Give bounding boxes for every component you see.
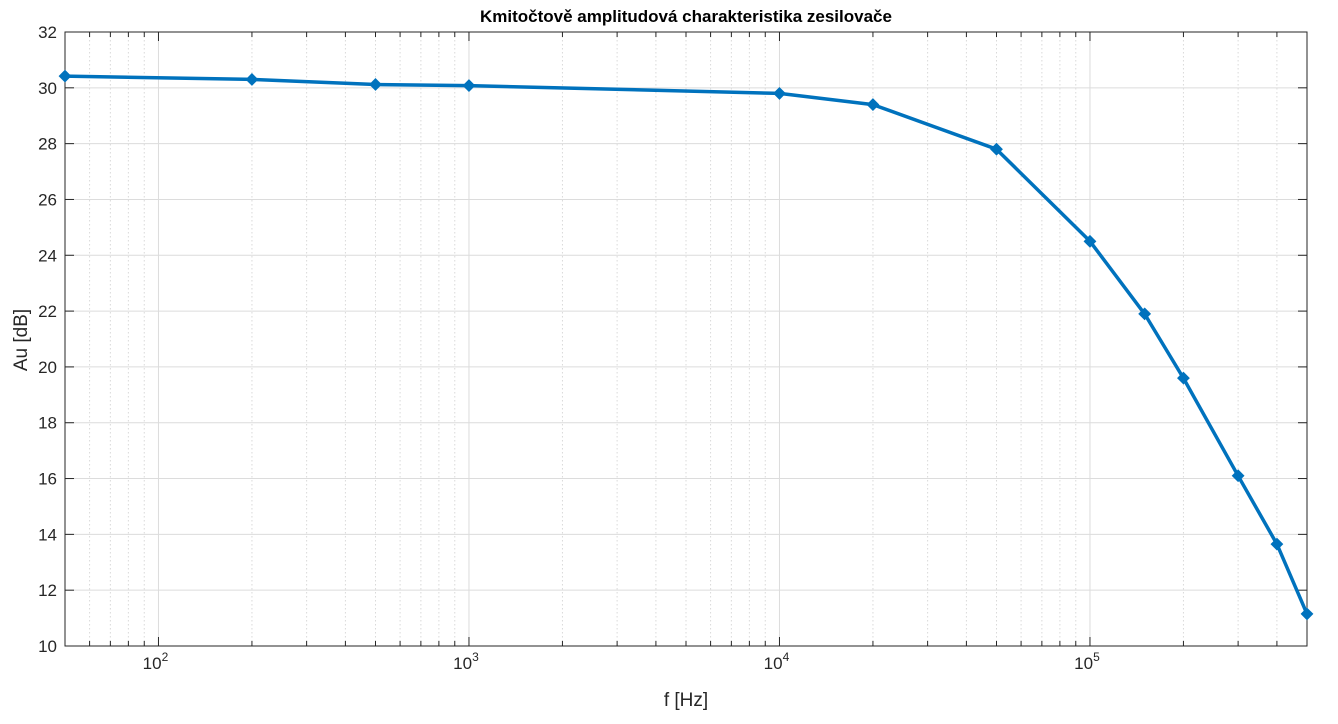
y-tick-label: 30 [38, 79, 57, 98]
axis-ticks [64, 31, 1308, 647]
minor-grid [64, 32, 1308, 646]
data-point [990, 142, 1003, 156]
x-tick-label: 102 [143, 650, 169, 673]
data-point [1270, 537, 1284, 551]
data-point [462, 79, 476, 92]
y-tick-label: 20 [38, 358, 57, 377]
data-point [1177, 371, 1190, 385]
x-tick-label: 105 [1074, 650, 1100, 673]
y-tick-label: 16 [38, 470, 57, 489]
y-tick-label: 12 [38, 581, 57, 600]
data-point [369, 78, 382, 91]
x-axis-label: f [Hz] [664, 690, 708, 711]
major-grid [65, 32, 1307, 646]
y-tick-label: 26 [38, 190, 57, 209]
y-tick-label: 18 [38, 414, 57, 433]
y-tick-label: 22 [38, 302, 57, 321]
x-tick-labels: 102 103 104 105 [143, 650, 1100, 673]
y-tick-label: 14 [38, 525, 57, 544]
y-tick-labels: 10 12 14 16 18 20 22 24 26 28 30 32 [38, 23, 57, 656]
x-tick-label: 103 [453, 650, 479, 673]
y-tick-label: 24 [38, 246, 57, 265]
y-tick-label: 32 [38, 23, 57, 42]
chart-title: Kmitočtově amplitudová charakteristika z… [480, 7, 892, 26]
data-point [1300, 607, 1314, 621]
y-axis-label: Au [dB] [11, 309, 32, 371]
data-point [773, 86, 786, 100]
x-tick-label: 104 [764, 650, 790, 673]
data-point [1083, 234, 1097, 248]
data-point [245, 73, 259, 86]
data-point [58, 69, 72, 83]
data-point [866, 98, 880, 111]
data-point [1138, 307, 1152, 321]
y-tick-label: 28 [38, 135, 57, 154]
series-group [58, 69, 1314, 621]
y-tick-label: 10 [38, 637, 57, 656]
data-point [1231, 469, 1245, 483]
